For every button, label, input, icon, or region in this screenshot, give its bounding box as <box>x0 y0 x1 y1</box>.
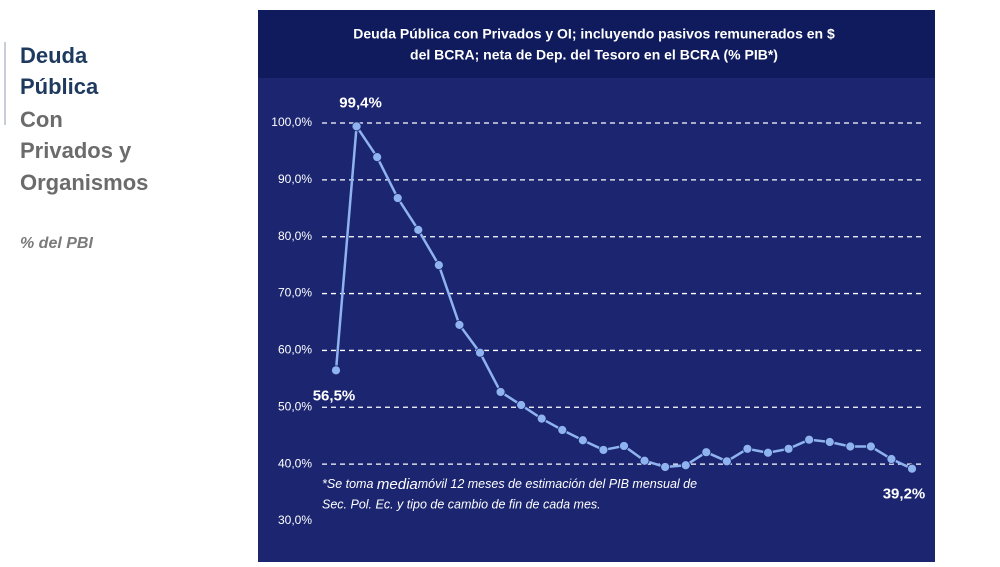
data-point <box>907 463 917 474</box>
data-point <box>495 387 506 397</box>
data-point <box>721 456 732 467</box>
sidebar-subtitle: Organismos <box>20 170 148 195</box>
sidebar: Deuda Pública Con Privados y Organismos … <box>20 43 148 252</box>
sidebar-subtitle: Privados y <box>20 138 132 163</box>
data-point <box>475 347 485 358</box>
data-point <box>763 447 773 458</box>
data-point <box>619 441 629 451</box>
data-label: 99,4% <box>339 94 382 111</box>
data-point <box>660 462 671 472</box>
y-tick-label: 90,0% <box>278 172 312 186</box>
y-tick-label: 100,0% <box>271 115 312 129</box>
data-point <box>557 425 568 435</box>
data-point <box>824 437 835 447</box>
data-point <box>598 445 609 455</box>
sidebar-unit: % del PBI <box>20 235 93 252</box>
footnote: *Se toma mediamóvil 12 meses de estimaci… <box>322 476 697 493</box>
sidebar-subtitle: Con <box>20 107 63 132</box>
data-point <box>639 455 650 466</box>
data-point <box>433 260 444 271</box>
data-point <box>845 441 856 452</box>
data-label: 39,2% <box>883 486 926 503</box>
data-point <box>392 193 403 203</box>
data-point <box>331 365 341 376</box>
sidebar-title: Pública <box>20 74 99 99</box>
data-point <box>742 443 753 454</box>
y-tick-label: 40,0% <box>278 456 312 470</box>
data-label: 56,5% <box>313 387 356 404</box>
footnote-emphasis: media <box>377 476 418 493</box>
y-tick-label: 50,0% <box>278 399 312 413</box>
chart-header <box>258 10 935 78</box>
data-point <box>804 434 815 445</box>
sidebar-title: Deuda <box>20 43 88 68</box>
footnote-text: móvil 12 meses de estimación del PIB men… <box>418 477 697 491</box>
footnote: Sec. Pol. Ec. y tipo de cambio de fin de… <box>322 497 601 511</box>
data-point <box>372 152 383 163</box>
y-tick-label: 70,0% <box>278 286 312 300</box>
data-point <box>413 224 424 235</box>
data-point <box>865 441 876 452</box>
data-point <box>701 447 712 458</box>
chart-title: del BCRA; neta de Dep. del Tesoro en el … <box>410 47 778 63</box>
y-tick-label: 60,0% <box>278 343 312 357</box>
chart-panel <box>258 10 935 562</box>
data-point <box>536 413 547 424</box>
data-point <box>886 454 897 464</box>
chart-title: Deuda Pública con Privados y OI; incluye… <box>353 26 835 42</box>
data-point <box>351 121 362 132</box>
y-tick-label: 80,0% <box>278 229 312 243</box>
data-point <box>783 443 794 454</box>
data-point <box>516 400 527 410</box>
data-point <box>577 435 588 446</box>
data-point <box>454 319 465 330</box>
footnote-text: *Se toma <box>322 477 377 491</box>
y-tick-label: 30,0% <box>278 513 312 527</box>
data-point <box>680 460 691 471</box>
